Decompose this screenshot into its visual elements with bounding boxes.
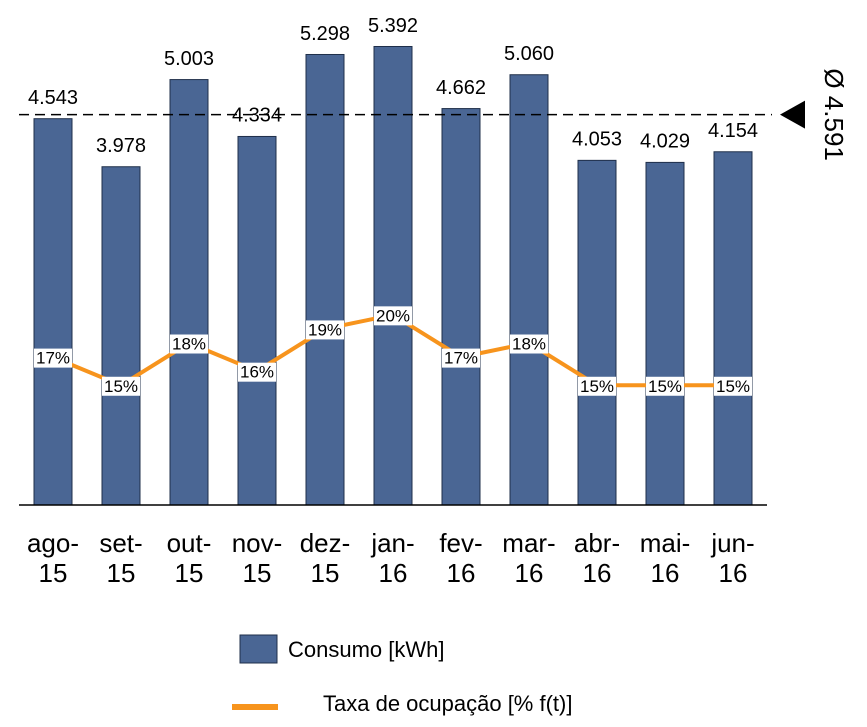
line-value-label-group: 17%: [441, 348, 481, 368]
x-tick-label: nov- 15: [231, 528, 283, 588]
line-value-label: 17%: [444, 349, 478, 368]
line-value-label: 15%: [104, 377, 138, 396]
bar-value-label: 4.334: [232, 105, 282, 127]
bar: [237, 135, 277, 506]
bar: [509, 74, 549, 506]
line-value-label: 15%: [648, 377, 682, 396]
line-value-label-group: 18%: [509, 334, 549, 354]
x-tick-label: jun- 16: [711, 528, 755, 588]
label-box: [33, 348, 73, 368]
x-tick-label: abr- 16: [573, 528, 621, 588]
bar-value-label: 4.543: [28, 87, 78, 109]
line-value-label: 15%: [580, 377, 614, 396]
label-box: [169, 334, 209, 354]
bar-value-label: 5.392: [368, 15, 418, 37]
bar: [101, 166, 141, 506]
legend-label: Consumo [kWh]: [288, 637, 445, 662]
bar: [645, 161, 685, 506]
bar-value-label: 4.154: [708, 120, 758, 142]
x-tick-label: set- 15: [99, 528, 143, 588]
label-box: [713, 376, 753, 396]
line-value-label-group: 16%: [237, 362, 277, 382]
label-box: [509, 334, 549, 354]
line-value-label-group: 15%: [101, 376, 141, 396]
line-value-label-group: 15%: [577, 376, 617, 396]
x-tick-label: fev- 16: [439, 528, 483, 588]
label-box: [441, 348, 481, 368]
x-tick-label: dez- 15: [299, 528, 351, 588]
bar: [713, 151, 753, 506]
line-value-label-group: 17%: [33, 348, 73, 368]
x-tick-label: out- 15: [166, 528, 212, 588]
label-box: [577, 376, 617, 396]
x-tick-label: mar- 16: [502, 528, 556, 588]
bar-value-label: 4.662: [436, 77, 486, 99]
label-box: [645, 376, 685, 396]
label-box: [373, 306, 413, 326]
bar: [577, 159, 617, 506]
line-value-label: 18%: [172, 335, 206, 354]
average-marker: [780, 100, 805, 129]
bar: [305, 53, 345, 506]
bar-value-label: 5.060: [504, 43, 554, 65]
line-value-label: 18%: [512, 335, 546, 354]
legend-label: Taxa de ocupação [% f(t)]: [323, 691, 572, 716]
bar-value-label: 5.298: [300, 23, 350, 45]
bar: [373, 45, 413, 506]
line-value-label: 17%: [36, 349, 70, 368]
bar-value-label: 5.003: [164, 48, 214, 70]
line-value-label: 15%: [716, 377, 750, 396]
line-value-label: 20%: [376, 306, 410, 325]
x-tick-label: ago- 15: [26, 528, 80, 588]
average-label: Ø 4.591: [819, 68, 849, 161]
line-value-label-group: 15%: [645, 376, 685, 396]
line-value-label: 19%: [308, 320, 342, 339]
bar: [441, 108, 481, 506]
line-value-label-group: 18%: [169, 334, 209, 354]
label-box: [101, 376, 141, 396]
x-tick-label: jan- 16: [371, 528, 415, 588]
label-box: [237, 362, 277, 382]
line-value-label-group: 19%: [305, 320, 345, 340]
line-value-label-group: 15%: [713, 376, 753, 396]
bar: [169, 79, 209, 506]
bar: [33, 118, 73, 506]
bar-value-label: 4.029: [640, 131, 690, 153]
label-box: [305, 320, 345, 340]
bar-value-label: 4.053: [572, 129, 622, 151]
line-value-label-group: 20%: [373, 306, 413, 326]
legend-swatch: [239, 634, 278, 664]
bar-value-label: 3.978: [96, 135, 146, 157]
x-tick-label: mai- 16: [639, 528, 691, 588]
line-value-label: 16%: [240, 363, 274, 382]
